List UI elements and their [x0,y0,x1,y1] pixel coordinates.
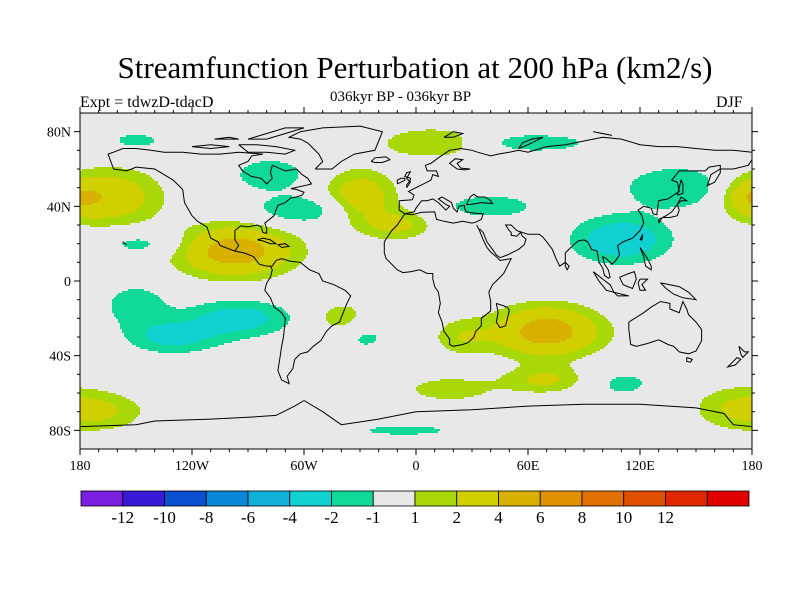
colorbar-label: -1 [366,508,380,527]
lat-tick-label: 0 [64,275,71,290]
coastlines [80,125,752,428]
colorbar-swatch [205,490,249,507]
coastline-segment [628,300,703,355]
colorbar-label: -6 [241,508,255,527]
lon-tick-label: 120E [625,459,655,474]
colorbar-swatch [247,490,291,507]
coastline-segment [398,136,752,215]
streamfunction-field [80,129,752,435]
coastline-segment [619,271,637,290]
coastline-segment [613,291,629,297]
coastline-segment [238,144,297,155]
lon-tick-label: 0 [413,459,420,474]
colorbar-label: 4 [494,508,503,527]
coastline-segment [107,153,352,385]
lat-tick-label: 40S [49,350,71,365]
lat-tick-label: 40N [47,200,71,215]
colorbar-swatch [414,490,458,507]
colorbar-swatch [498,490,541,507]
coastline-segment [191,144,230,150]
colorbar-label: -10 [153,508,176,527]
season-label: DJF [716,94,743,111]
colorbar-swatch [456,490,499,507]
coastline-segment [658,196,689,224]
coastline-segment [443,131,465,138]
coastline-segment [593,131,613,136]
coastline-segment [676,178,684,196]
colorbar-swatch [331,490,374,507]
coastline-segment [287,125,384,170]
colorbar-swatch [539,490,583,507]
coastline-segment [404,196,484,224]
colorbar-swatch [706,490,750,507]
colorbar-label: 8 [578,508,587,527]
colorbar-swatch [372,490,416,507]
experiment-label: Expt = tdwzD-tdacD [80,94,214,111]
coastline-segment [726,357,742,368]
colorbar-label: 2 [453,508,462,527]
colorbar-swatch [581,490,625,507]
chart-title: Streamfunction Perturbation at 200 hPa (… [117,50,713,85]
coastline-segment [564,261,570,271]
lon-tick-label: 60E [517,459,540,474]
lat-tick-label: 80N [47,126,71,141]
coastline-segment [738,345,750,359]
colorbar-swatch [122,490,165,507]
lon-tick-label: 120W [175,459,210,474]
coastline-segment [257,237,278,245]
coastline-segment [247,127,305,140]
coastline-segment [639,247,652,271]
coastline-segment [465,193,494,205]
coastline-segment [479,159,752,279]
colorbar-swatch [623,490,666,507]
coastline-segment [214,136,239,140]
coastline-segment [383,213,513,347]
lon-tick-label: 60W [290,459,318,474]
period-label: 036kyr BP - 036kyr BP [330,89,472,105]
coastline-segment [122,241,127,246]
lon-tick-label: 180 [742,459,763,474]
coastline-segment [660,282,698,301]
colorbar-label: 6 [536,508,545,527]
coastline-segment [396,177,406,185]
coastline-segment [448,158,471,171]
coastline-segment [404,171,412,188]
colorbar-label: -2 [324,508,338,527]
coastline-segment [80,400,305,428]
colorbar-swatch [289,490,332,507]
colorbar: -12 -10 -8 -6 -4 -2 -1 1 2 4 6 8 10 12 [80,490,750,527]
coastline-segment [518,136,544,149]
coastline-segment [495,302,510,329]
coastline-segment [637,278,649,291]
colorbar-label: 10 [615,508,632,527]
axis-ticks: 80N 40N 0 40S 80S 180 120W 60W 0 60E 120E 180 [47,107,763,474]
colorbar-label: -4 [283,508,298,527]
colorbar-label: 1 [411,508,420,527]
coastline-segment [303,400,752,428]
colorbar-label: 12 [657,508,674,527]
coastline-segment [107,148,313,252]
colorbar-swatch [665,490,708,507]
map-background [80,113,752,449]
lat-tick-label: 80S [49,424,71,439]
coastline-segment [370,156,391,163]
coastline-segment [277,243,291,248]
colorbar-swatch [80,490,124,507]
colorbar-label: -12 [111,508,134,527]
colorbar-label: -8 [199,508,213,527]
coastline-segment [639,234,644,241]
coastline-segment [686,357,694,363]
lon-tick-label: 180 [70,459,91,474]
colorbar-swatch [164,490,207,507]
